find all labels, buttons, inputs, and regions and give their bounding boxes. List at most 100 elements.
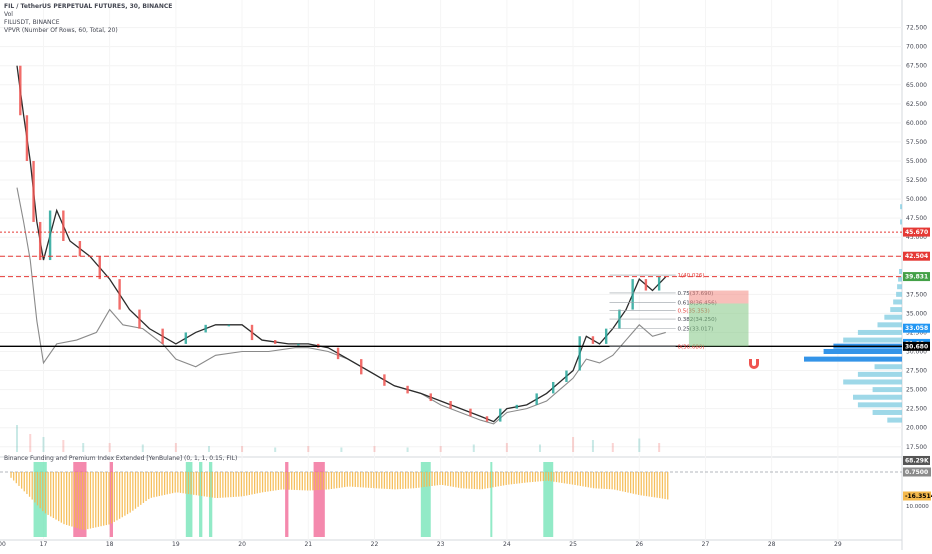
- funding-bar: [473, 472, 476, 490]
- funding-bar: [487, 472, 489, 489]
- funding-bar: [359, 472, 362, 488]
- y-tick-label: 57.500: [906, 139, 927, 146]
- candle: [657, 276, 661, 291]
- funding-bar: [489, 472, 491, 488]
- volume-bar: [141, 444, 144, 452]
- funding-bar: [547, 472, 550, 481]
- funding-bar: [534, 472, 536, 482]
- volume-bar: [82, 443, 85, 452]
- funding-bar: [23, 472, 25, 492]
- funding-bar: [142, 472, 145, 503]
- funding-bar: [47, 472, 49, 515]
- funding-bar: [309, 472, 311, 491]
- funding-bar: [590, 472, 592, 488]
- funding-bar: [230, 472, 232, 498]
- funding-bar: [362, 472, 364, 488]
- x-tick-label: 19: [172, 541, 180, 548]
- vpvr-legend[interactable]: VPVR (Number Of Rows, 60, Total, 20): [4, 27, 118, 34]
- y-tick-label: 37.500: [906, 291, 927, 298]
- vpvr-row: [893, 299, 902, 305]
- funding-bar: [389, 472, 391, 490]
- price-tag: [903, 251, 930, 261]
- funding-bar: [402, 472, 404, 489]
- y-tick-label: 50.000: [906, 196, 927, 203]
- funding-bar: [426, 472, 428, 487]
- volume-bar: [207, 446, 210, 452]
- funding-indicator-legend[interactable]: Binance Funding and Premium Index Extend…: [4, 455, 238, 462]
- symbol-title[interactable]: FIL / TetherUS PERPETUAL FUTURES, 30, BI…: [4, 3, 173, 10]
- funding-bar: [510, 472, 513, 485]
- vpvr-row: [897, 284, 902, 290]
- funding-bar: [304, 472, 306, 491]
- vpvr-row: [899, 268, 902, 274]
- funding-bar: [267, 472, 269, 492]
- funding-bar: [129, 472, 131, 513]
- compare-symbol-legend[interactable]: FILUSDT, BINANCE: [4, 19, 60, 26]
- funding-bar: [492, 472, 494, 488]
- candle: [138, 309, 141, 329]
- candle: [360, 359, 363, 375]
- funding-bar: [394, 472, 396, 490]
- funding-bar: [322, 472, 325, 490]
- funding-bar: [216, 472, 219, 499]
- funding-bar: [346, 472, 348, 487]
- funding-band-green: [208, 462, 213, 537]
- funding-bar: [579, 472, 581, 486]
- funding-bar: [320, 472, 322, 490]
- x-tick-label: 28: [768, 541, 776, 548]
- funding-bar: [13, 472, 15, 481]
- volume-bar: [373, 446, 376, 452]
- price-tag: [903, 323, 930, 333]
- y-tick-label: 35.000: [906, 310, 927, 317]
- candle: [578, 336, 581, 371]
- funding-bar: [367, 472, 370, 488]
- funding-bar: [76, 472, 78, 529]
- candle: [429, 393, 432, 402]
- y-tick-label: 55.000: [906, 158, 927, 165]
- funding-bar: [349, 472, 351, 487]
- funding-bar: [410, 472, 412, 489]
- y-tick-label: 62.500: [906, 101, 927, 108]
- funding-bar: [661, 472, 664, 499]
- funding-bar: [156, 472, 158, 497]
- indicator-y-tick-label: 10.0000: [906, 504, 929, 510]
- funding-bar: [84, 472, 86, 530]
- funding-bar: [219, 472, 221, 498]
- indicator-price-tag: [903, 467, 931, 477]
- funding-bar: [656, 472, 658, 498]
- y-tick-label: 65.000: [906, 82, 927, 89]
- funding-bar: [288, 472, 290, 490]
- vpvr-row: [900, 204, 902, 210]
- volume-legend[interactable]: Vol: [4, 11, 13, 18]
- funding-bar: [500, 472, 502, 486]
- funding-bar: [111, 472, 113, 524]
- funding-bar: [412, 472, 415, 489]
- funding-bar: [479, 472, 481, 490]
- y-tick-label: 67.500: [906, 63, 927, 70]
- funding-bar: [338, 472, 341, 488]
- funding-bar: [452, 472, 454, 487]
- fib-level-label: 0(30.680): [677, 344, 704, 350]
- funding-bar: [134, 472, 137, 509]
- candle: [406, 385, 409, 394]
- y-tick-label: 17.500: [906, 444, 927, 451]
- candle: [227, 324, 231, 327]
- funding-bar: [211, 472, 213, 498]
- funding-bar: [627, 472, 629, 493]
- candle: [515, 404, 519, 409]
- funding-bar: [513, 472, 515, 484]
- volume-bar: [29, 434, 32, 452]
- funding-bar: [79, 472, 81, 529]
- candle: [32, 160, 35, 222]
- x-tick-label: 18: [106, 541, 114, 548]
- funding-bar: [238, 472, 240, 497]
- candle: [184, 332, 188, 344]
- magnet-icon[interactable]: [747, 355, 761, 369]
- volume-bar: [307, 446, 310, 452]
- funding-bar: [291, 472, 293, 490]
- funding-bar: [264, 472, 266, 492]
- fib-level-label: 1(40.026): [677, 273, 704, 279]
- funding-bar: [126, 472, 129, 515]
- candle: [250, 324, 254, 341]
